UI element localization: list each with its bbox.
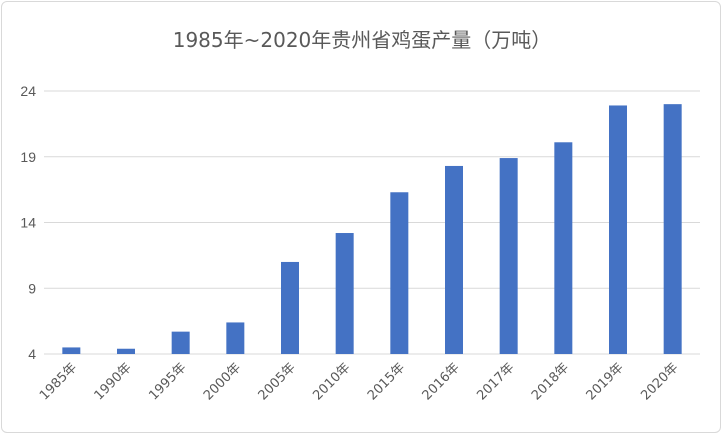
x-tick-label: 2016年 [420, 360, 463, 403]
bar [62, 347, 81, 354]
bar [390, 192, 409, 354]
bar [226, 322, 245, 354]
y-axis-ticks: 4 9 14 19 24 [20, 83, 36, 362]
chart-title: 1985年~2020年贵州省鸡蛋产量（万吨） [172, 28, 552, 52]
bar [335, 233, 354, 354]
y-tick-label: 24 [20, 83, 36, 99]
bar [499, 158, 518, 354]
x-tick-label: 2015年 [365, 360, 408, 403]
y-tick-label: 4 [28, 346, 36, 362]
y-tick-label: 19 [20, 149, 36, 165]
x-tick-label: 1995年 [146, 360, 189, 403]
bars [62, 104, 682, 355]
gridlines [44, 90, 700, 355]
bar [609, 105, 627, 354]
bar [445, 165, 463, 354]
x-tick-label: 2005年 [256, 360, 299, 403]
y-tick-label: 9 [28, 280, 36, 296]
x-tick-label: 2018年 [529, 360, 572, 403]
x-tick-label: 2010年 [310, 360, 353, 403]
x-axis-labels: 1985年 1990年 1995年 2000年 2005年 2010年 2015年 2016年… [37, 360, 682, 403]
x-tick-label: 2020年 [638, 360, 681, 403]
x-tick-label: 1990年 [92, 360, 135, 403]
y-tick-label: 14 [20, 215, 36, 231]
x-tick-label: 1985年 [37, 360, 80, 403]
bar [117, 348, 135, 354]
x-tick-label: 2017年 [474, 360, 517, 403]
bar [554, 142, 573, 354]
x-tick-label: 2000年 [201, 360, 244, 403]
x-tick-label: 2019年 [584, 360, 627, 403]
bar [663, 104, 682, 355]
bar [281, 261, 299, 354]
bar [171, 331, 190, 354]
